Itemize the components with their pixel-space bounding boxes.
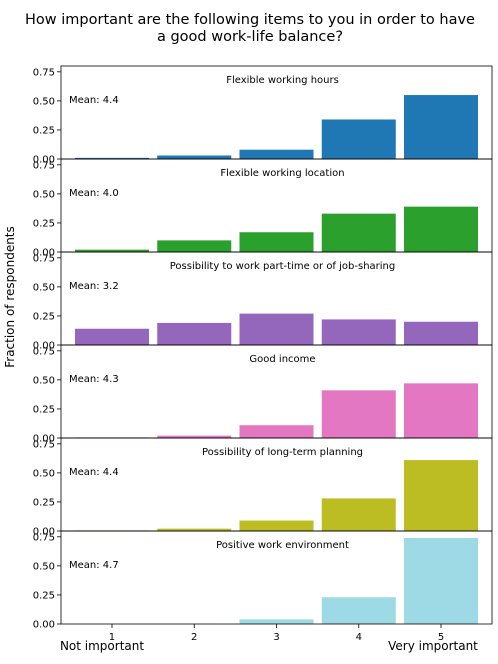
y-tick-label-panel-3-3: 0.75 [33, 253, 55, 264]
mean-label-panel-5: Mean: 4.4 [69, 467, 119, 478]
panel-1: 0.00 0.25 0.50 0.75 Flexible working hours Me… [33, 65, 493, 166]
bar-panel-2-cat-4 [321, 213, 396, 252]
y-tick-label-panel-1-2: 0.50 [33, 96, 55, 107]
bar-panel-3-cat-1 [74, 328, 150, 345]
x-axis-label-left: Not important [60, 639, 144, 653]
y-tick-label-panel-6-3: 0.75 [33, 532, 55, 543]
bar-panel-2-cat-3 [239, 232, 314, 252]
y-tick-label-panel-4-3: 0.75 [33, 346, 55, 357]
panel-6: 0.00 0.25 0.50 0.75 Positive work environmen… [33, 530, 493, 631]
y-tick-label-panel-3-1: 0.25 [33, 311, 55, 322]
panel-title-1: Flexible working hours [226, 75, 339, 86]
y-tick-label-panel-2-0: 0.00 [33, 248, 55, 259]
y-tick-label-panel-3-2: 0.50 [33, 282, 55, 293]
y-tick-label-panel-5-3: 0.75 [33, 439, 55, 450]
bar-panel-2-cat-2 [157, 240, 232, 253]
bar-panel-5-cat-3 [239, 520, 314, 531]
bar-panel-6-cat-3 [239, 619, 314, 624]
bar-panel-4-cat-4 [321, 390, 396, 438]
bar-panel-1-cat-4 [321, 119, 396, 159]
y-tick-label-panel-5-0: 0.00 [33, 527, 55, 538]
y-tick-label-panel-1-3: 0.75 [33, 67, 55, 78]
bar-panel-5-cat-2 [157, 528, 232, 531]
panel-2: 0.00 0.25 0.50 0.75 Flexible working locatio… [33, 158, 493, 259]
bar-panel-1-cat-1 [74, 157, 150, 159]
x-tick-label-3: 3 [273, 632, 279, 643]
y-axis-label: Fraction of respondents [3, 226, 17, 368]
bar-panel-4-cat-2 [157, 435, 232, 438]
x-tick-label-5: 5 [438, 632, 444, 643]
bar-panel-2-cat-5 [403, 206, 479, 252]
bar-panel-3-cat-2 [157, 322, 232, 345]
mean-label-panel-1: Mean: 4.4 [69, 95, 119, 106]
bar-panel-3-cat-3 [239, 313, 314, 345]
panel-3: 0.00 0.25 0.50 0.75 Possibility to work part… [33, 251, 493, 352]
panels: 0.00 0.25 0.50 0.75 Flexible working hours Me… [33, 65, 493, 631]
panel-title-5: Possibility of long-term planning [202, 447, 363, 458]
panel-title-6: Positive work environment [216, 540, 349, 551]
y-tick-label-panel-2-1: 0.25 [33, 218, 55, 229]
y-tick-label-panel-4-1: 0.25 [33, 404, 55, 415]
bar-panel-4-cat-3 [239, 425, 314, 438]
bar-panel-6-cat-4 [321, 597, 396, 624]
x-tick-label-2: 2 [191, 632, 197, 643]
bar-panel-4-cat-5 [403, 383, 479, 438]
mean-label-panel-6: Mean: 4.7 [69, 560, 119, 571]
bar-panel-2-cat-1 [74, 249, 150, 252]
y-tick-label-panel-3-0: 0.00 [33, 341, 55, 352]
bar-panel-1-cat-5 [403, 95, 479, 159]
y-tick-label-panel-2-3: 0.75 [33, 160, 55, 171]
y-tick-label-panel-2-2: 0.50 [33, 189, 55, 200]
chart-title-line-2: a good work-life balance? [157, 29, 343, 45]
y-tick-label-panel-5-2: 0.50 [33, 468, 55, 479]
chart-title-line-1: How important are the following items to… [25, 12, 475, 28]
bar-panel-6-cat-5 [403, 537, 479, 624]
mean-label-panel-4: Mean: 4.3 [69, 374, 119, 385]
x-tick-label-4: 4 [356, 632, 362, 643]
y-tick-label-panel-1-0: 0.00 [33, 155, 55, 166]
panel-title-4: Good income [249, 354, 315, 365]
mean-label-panel-3: Mean: 3.2 [69, 281, 119, 292]
bar-panel-1-cat-2 [157, 155, 232, 159]
panel-title-3: Possibility to work part-time or of job-… [170, 261, 396, 272]
y-tick-label-panel-4-0: 0.00 [33, 434, 55, 445]
x-axis-label-right: Very important [388, 639, 478, 653]
bar-panel-3-cat-4 [321, 319, 396, 345]
bar-panel-5-cat-4 [321, 498, 396, 531]
y-tick-label-panel-6-1: 0.25 [33, 590, 55, 601]
y-tick-label-panel-4-2: 0.50 [33, 375, 55, 386]
y-tick-label-panel-5-1: 0.25 [33, 497, 55, 508]
x-tick-label-1: 1 [109, 632, 115, 643]
x-axis: 1 2 3 4 5 [109, 624, 444, 643]
panel-title-2: Flexible working location [220, 168, 344, 179]
bar-panel-1-cat-3 [239, 149, 314, 159]
panel-4: 0.00 0.25 0.50 0.75 Good income Mean: 4.3 [33, 344, 493, 445]
bar-panel-5-cat-5 [403, 460, 479, 531]
mean-label-panel-2: Mean: 4.0 [69, 188, 119, 199]
y-tick-label-panel-6-2: 0.50 [33, 561, 55, 572]
bar-panel-3-cat-5 [403, 321, 479, 345]
y-tick-label-panel-6-0: 0.00 [33, 620, 55, 631]
y-tick-label-panel-1-1: 0.25 [33, 125, 55, 136]
panel-5: 0.00 0.25 0.50 0.75 Possibility of long-term… [33, 437, 493, 538]
